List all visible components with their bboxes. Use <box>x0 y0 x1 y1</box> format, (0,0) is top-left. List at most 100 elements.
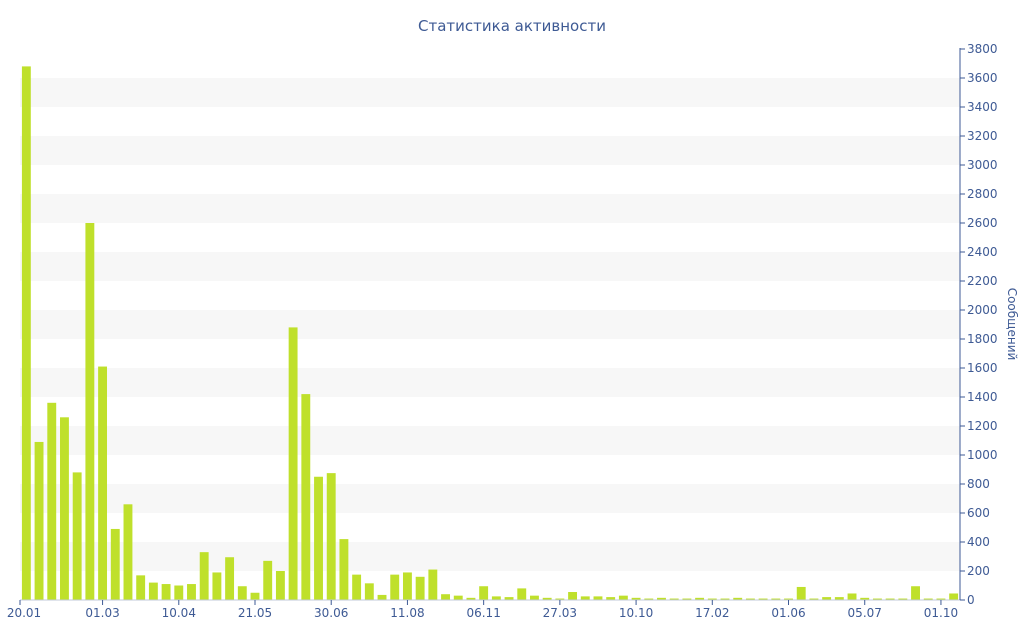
grid-band <box>20 484 960 513</box>
bar[interactable] <box>733 597 743 600</box>
bar[interactable] <box>466 597 476 600</box>
bar[interactable] <box>771 598 781 600</box>
grid-band <box>20 426 960 455</box>
bar[interactable] <box>161 584 171 600</box>
y-tick-label: 0 <box>967 593 975 607</box>
bar[interactable] <box>123 504 133 600</box>
x-tick-label: 21.05 <box>238 606 272 620</box>
bar[interactable] <box>885 598 895 600</box>
bar[interactable] <box>428 569 438 600</box>
bar[interactable] <box>174 585 184 601</box>
x-tick-label: 05.07 <box>848 606 882 620</box>
x-tick-label: 10.04 <box>162 606 196 620</box>
bar[interactable] <box>47 402 57 600</box>
bar[interactable] <box>60 417 69 600</box>
bar[interactable] <box>784 598 793 600</box>
bar[interactable] <box>377 594 387 600</box>
bar[interactable] <box>98 366 108 600</box>
y-tick-label: 400 <box>967 535 990 549</box>
x-tick-label: 10.10 <box>619 606 653 620</box>
y-tick-label: 1800 <box>967 332 998 346</box>
bar[interactable] <box>745 598 755 600</box>
x-tick-label: 01.06 <box>771 606 805 620</box>
bar[interactable] <box>390 574 400 601</box>
bar[interactable] <box>250 592 260 600</box>
bar[interactable] <box>275 571 285 600</box>
y-tick-label: 2000 <box>967 303 998 317</box>
bar[interactable] <box>542 597 552 600</box>
y-tick-label: 200 <box>967 564 990 578</box>
y-tick-label: 2400 <box>967 245 998 259</box>
bar[interactable] <box>34 441 44 600</box>
bar[interactable] <box>606 597 616 600</box>
bar[interactable] <box>517 588 527 600</box>
bar[interactable] <box>72 472 82 600</box>
bar[interactable] <box>339 539 349 600</box>
bar[interactable] <box>923 598 933 600</box>
bar[interactable] <box>796 586 806 600</box>
bar[interactable] <box>949 593 959 600</box>
y-tick-label: 3200 <box>967 129 998 143</box>
bar[interactable] <box>326 473 336 601</box>
bar[interactable] <box>148 582 158 600</box>
bar[interactable] <box>225 557 235 600</box>
bar[interactable] <box>847 593 857 600</box>
bar[interactable] <box>441 594 450 600</box>
bar[interactable] <box>872 598 882 600</box>
bar[interactable] <box>834 597 844 600</box>
bar[interactable] <box>580 596 590 601</box>
bar[interactable] <box>504 597 514 600</box>
bar[interactable] <box>212 572 222 600</box>
bar[interactable] <box>822 597 832 600</box>
bar[interactable] <box>402 572 412 600</box>
y-axis-ticks: 0 200 400 600 800 1000 1200 1400 1600 1800 2000 220… <box>960 42 998 607</box>
bar[interactable] <box>199 552 209 600</box>
y-tick-label: 3600 <box>967 71 998 85</box>
bar[interactable] <box>695 597 705 600</box>
bar[interactable] <box>187 584 196 600</box>
bar[interactable] <box>263 560 273 600</box>
bar[interactable] <box>682 598 692 600</box>
bar[interactable] <box>936 598 946 600</box>
bar[interactable] <box>530 595 539 600</box>
y-tick-label: 3800 <box>967 42 998 56</box>
bar[interactable] <box>631 597 641 600</box>
x-tick-label: 01.03 <box>85 606 119 620</box>
bar[interactable] <box>593 596 603 601</box>
bar[interactable] <box>555 598 565 600</box>
bar[interactable] <box>364 583 374 600</box>
bar[interactable] <box>707 598 717 600</box>
x-tick-label: 17.02 <box>695 606 729 620</box>
bar[interactable] <box>758 598 768 600</box>
bar[interactable] <box>644 598 654 600</box>
bar-series <box>21 66 959 601</box>
bar[interactable] <box>618 595 628 600</box>
bar[interactable] <box>85 223 95 600</box>
grid-band <box>20 136 960 165</box>
y-tick-label: 3000 <box>967 158 998 172</box>
bar[interactable] <box>911 586 920 600</box>
bar[interactable] <box>21 66 31 600</box>
x-tick-label: 11.08 <box>390 606 424 620</box>
bar[interactable] <box>352 574 362 601</box>
bar[interactable] <box>301 394 311 600</box>
bar[interactable] <box>110 528 120 600</box>
bar[interactable] <box>669 598 679 600</box>
bar[interactable] <box>288 327 298 600</box>
bar[interactable] <box>453 595 463 600</box>
bar[interactable] <box>860 597 870 600</box>
bar[interactable] <box>809 598 819 600</box>
x-tick-label: 01.10 <box>924 606 958 620</box>
y-tick-label: 2200 <box>967 274 998 288</box>
bar[interactable] <box>479 586 489 600</box>
bar[interactable] <box>136 575 146 600</box>
bar[interactable] <box>314 476 323 600</box>
bar[interactable] <box>720 598 730 600</box>
bar[interactable] <box>568 592 578 600</box>
bar[interactable] <box>657 597 666 600</box>
bar[interactable] <box>237 586 247 600</box>
x-tick-label: 27.03 <box>543 606 577 620</box>
bar[interactable] <box>415 576 425 600</box>
bar[interactable] <box>491 596 501 601</box>
bar[interactable] <box>898 598 908 600</box>
